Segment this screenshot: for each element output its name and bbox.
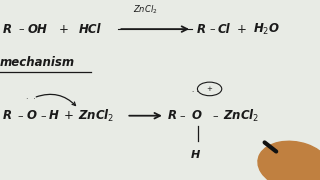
Text: HCl: HCl (78, 23, 101, 36)
Text: –: – (18, 111, 23, 121)
Text: –: – (210, 24, 215, 34)
Text: +: + (207, 86, 212, 92)
Text: O: O (26, 109, 36, 122)
Text: +: + (237, 23, 247, 36)
Text: –: – (19, 24, 24, 34)
Text: Cl: Cl (218, 23, 230, 36)
Text: –: – (180, 111, 186, 121)
Text: ZnCl$_2$: ZnCl$_2$ (223, 108, 260, 124)
Text: R: R (3, 23, 12, 36)
Text: +: + (59, 23, 69, 36)
FancyArrowPatch shape (36, 94, 76, 105)
Text: ·  ·: · · (26, 95, 36, 104)
Text: $ZnCl_2$: $ZnCl_2$ (133, 3, 158, 16)
Text: H: H (191, 150, 200, 160)
Text: ZnCl$_2$: ZnCl$_2$ (78, 108, 115, 124)
Text: R: R (197, 23, 206, 36)
Text: mechanism: mechanism (0, 56, 75, 69)
Text: H: H (49, 109, 59, 122)
Ellipse shape (258, 141, 320, 180)
FancyArrowPatch shape (265, 142, 276, 152)
Text: H$_2$O: H$_2$O (253, 22, 280, 37)
Text: R: R (168, 109, 177, 122)
Text: O: O (192, 109, 202, 122)
Text: R: R (3, 109, 12, 122)
Text: · ·: · · (192, 89, 199, 96)
Text: OH: OH (27, 23, 47, 36)
Text: –: – (40, 111, 46, 121)
Text: +: + (63, 109, 73, 122)
Text: –: – (213, 111, 219, 121)
